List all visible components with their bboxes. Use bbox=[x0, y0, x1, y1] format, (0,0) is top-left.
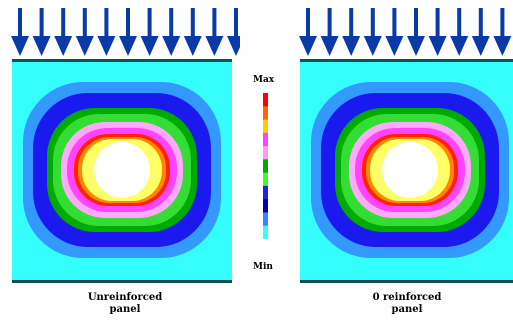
unreinforced-panel-plot bbox=[0, 0, 240, 290]
load-arrow-icon bbox=[141, 8, 159, 56]
load-arrow-icon bbox=[184, 8, 202, 56]
legend-min-label: Min bbox=[253, 262, 273, 272]
load-arrow-icon bbox=[119, 8, 137, 56]
load-arrow-icon bbox=[299, 8, 317, 56]
unreinforced-caption-line1: Unreinforced bbox=[35, 292, 215, 304]
reinforced-panel-plot bbox=[288, 0, 513, 290]
colorbar-segment bbox=[263, 106, 268, 120]
load-arrow-icon bbox=[364, 8, 382, 56]
load-arrow-icon bbox=[162, 8, 180, 56]
load-arrow-icon bbox=[450, 8, 468, 56]
colorbar-segment bbox=[263, 133, 268, 147]
reinforced-caption: 0 reinforced panel bbox=[317, 292, 497, 316]
load-arrow-icon bbox=[472, 8, 490, 56]
colorbar-segment bbox=[263, 146, 268, 160]
colorbar-segment bbox=[263, 120, 268, 134]
central-hole bbox=[382, 142, 438, 198]
panel-bottom-edge bbox=[12, 280, 232, 283]
central-hole bbox=[94, 142, 150, 198]
panel-top-edge bbox=[12, 59, 232, 62]
colorbar-segment bbox=[263, 159, 268, 173]
panel-bottom-edge bbox=[300, 280, 513, 283]
load-arrow-icon bbox=[97, 8, 115, 56]
unreinforced-caption-line2: panel bbox=[35, 304, 215, 316]
colorbar-segment bbox=[263, 173, 268, 187]
load-arrow-icon bbox=[342, 8, 360, 56]
colorbar-segment bbox=[263, 93, 268, 107]
unreinforced-caption: Unreinforced panel bbox=[35, 292, 215, 316]
colorbar-segment bbox=[263, 212, 268, 226]
panel-top-edge bbox=[300, 59, 513, 62]
load-arrow-icon bbox=[227, 8, 240, 56]
reinforced-caption-line2: panel bbox=[317, 304, 497, 316]
reinforced-caption-line1: 0 reinforced bbox=[317, 292, 497, 304]
load-arrow-icon bbox=[33, 8, 51, 56]
load-arrow-icon bbox=[407, 8, 425, 56]
load-arrow-icon bbox=[205, 8, 223, 56]
colorbar-segment bbox=[263, 199, 268, 213]
load-arrow-icon bbox=[76, 8, 94, 56]
colorbar-segment bbox=[263, 226, 268, 239]
load-arrow-icon bbox=[429, 8, 447, 56]
load-arrow-icon bbox=[54, 8, 72, 56]
load-arrow-icon bbox=[493, 8, 511, 56]
colorbar-segment bbox=[263, 186, 268, 200]
legend-max-label: Max bbox=[253, 75, 274, 85]
load-arrow-icon bbox=[11, 8, 29, 56]
load-arrow-icon bbox=[321, 8, 339, 56]
load-arrow-icon bbox=[385, 8, 403, 56]
legend-colorbar bbox=[263, 93, 268, 239]
